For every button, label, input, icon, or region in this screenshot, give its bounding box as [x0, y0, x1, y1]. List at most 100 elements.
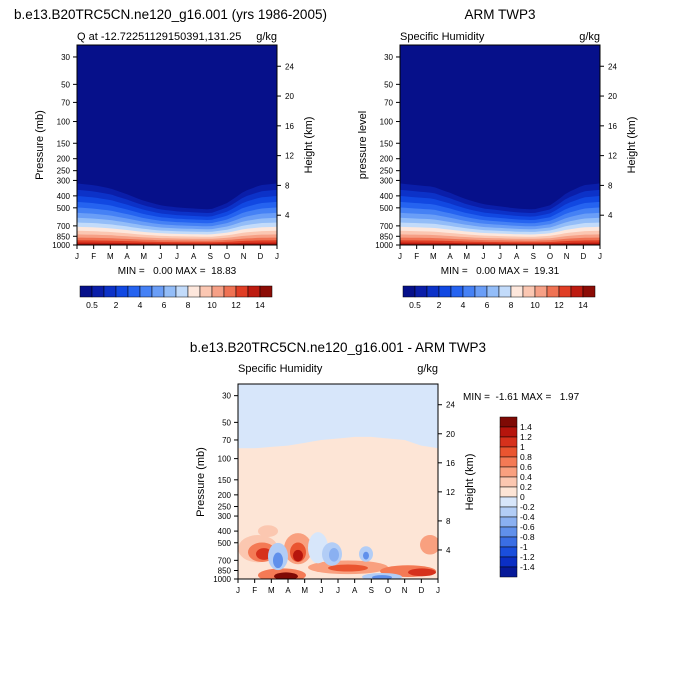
x-tick-label: J [158, 252, 162, 261]
y-tick-label: 850 [380, 232, 394, 241]
colorbar-label: 4 [461, 300, 466, 310]
y-tick-label: 50 [61, 80, 70, 89]
colorbar-swatch [211, 285, 225, 298]
panel-diff-plot [238, 384, 438, 579]
panel-model-subtitle-right: g/kg [256, 31, 277, 43]
y-right-tick-label: 20 [608, 92, 617, 101]
colorbar-swatch [151, 285, 165, 298]
panel-diff-subtitle-left: Specific Humidity [238, 363, 323, 375]
colorbar-label: 14 [578, 300, 588, 310]
colorbar-swatch [499, 526, 518, 538]
y-right-tick-label: 4 [446, 546, 451, 555]
diff-anomaly-negative [273, 552, 283, 569]
panel-model-colorbar: 0.5 2 4 6 8 10 12 14 [79, 285, 273, 310]
diff-anomaly-positive [293, 549, 303, 562]
y-tick-label: 30 [384, 53, 393, 62]
x-tick-label: A [352, 586, 358, 595]
diff-anomaly-positive [274, 572, 298, 579]
x-tick-label: J [275, 252, 279, 261]
y-right-tick-label: 20 [446, 430, 455, 439]
panel-obs-minmax: MIN = 0.00 MAX = 19.31 [441, 266, 560, 277]
colorbar-swatch [499, 566, 518, 578]
x-tick-label: D [418, 586, 424, 595]
y-tick-label: 30 [61, 53, 70, 62]
panel-obs-colorbar: 0.5 2 4 6 8 10 12 14 [402, 285, 596, 310]
x-tick-label: F [91, 252, 96, 261]
colorbar-label: 0.8 [520, 452, 532, 462]
x-tick-label: M [140, 252, 147, 261]
y-right-tick-label: 8 [285, 181, 290, 190]
y-right-tick-label: 24 [446, 401, 455, 410]
colorbar-swatch [499, 556, 518, 568]
colorbar-swatch [498, 285, 512, 298]
colorbar-swatch [426, 285, 440, 298]
y-right-tick-label: 12 [608, 152, 617, 161]
panel-model-subtitle-left: Q at -12.72251129150391,131.25 [77, 31, 241, 43]
y-tick-label: 700 [380, 222, 394, 231]
x-tick-label: O [224, 252, 230, 261]
y-right-tick-label: 16 [446, 459, 455, 468]
y-tick-label: 300 [380, 176, 394, 185]
x-tick-label: A [514, 252, 520, 261]
y-tick-label: 250 [57, 167, 71, 176]
colorbar-swatch [259, 285, 273, 298]
x-tick-label: D [257, 252, 263, 261]
colorbar-swatch [223, 285, 237, 298]
x-tick-label: J [436, 586, 440, 595]
panel-diff-minmax: MIN = -1.61 MAX = 1.97 [463, 392, 580, 403]
y-tick-label: 250 [380, 167, 394, 176]
colorbar-swatch [247, 285, 261, 298]
y-right-tick-label: 4 [608, 211, 613, 220]
colorbar-swatch [438, 285, 452, 298]
x-tick-label: S [208, 252, 213, 261]
x-tick-label: J [236, 586, 240, 595]
panel-model-ylabel: Pressure (mb) [34, 110, 46, 180]
colorbar-swatch [522, 285, 536, 298]
diff-anomaly-positive [408, 568, 436, 577]
colorbar-swatch [175, 285, 189, 298]
y-tick-label: 850 [57, 232, 71, 241]
panel-diff-colorbar: 1.41.210.80.60.40.20-0.2-0.4-0.6-0.8-1-1… [499, 416, 535, 578]
x-tick-label: F [414, 252, 419, 261]
colorbar-swatch [139, 285, 153, 298]
colorbar-label: 0.4 [520, 472, 532, 482]
y-tick-label: 50 [384, 80, 393, 89]
diff-anomaly-positive [336, 525, 360, 537]
diff-anomaly-negative [363, 551, 369, 560]
x-tick-label: M [301, 586, 308, 595]
diff-anomaly-positive [420, 535, 438, 555]
colorbar-swatch [510, 285, 524, 298]
y-tick-label: 70 [61, 98, 70, 107]
colorbar-label: 6 [485, 300, 490, 310]
x-tick-label: A [124, 252, 130, 261]
panel-model-plot [77, 45, 277, 245]
y-tick-label: 1000 [375, 241, 393, 250]
colorbar-swatch [462, 285, 476, 298]
colorbar-label: 4 [138, 300, 143, 310]
colorbar-swatch [235, 285, 249, 298]
colorbar-label: -0.4 [520, 512, 535, 522]
x-tick-label: M [107, 252, 114, 261]
x-tick-label: A [285, 586, 291, 595]
colorbar-label: 8 [509, 300, 514, 310]
y-right-tick-label: 24 [608, 62, 617, 71]
colorbar-label: -1 [520, 542, 528, 552]
panel-diff-ylabel-right: Height (km) [464, 454, 476, 511]
panel-obs-title: ARM TWP3 [464, 7, 535, 22]
colorbar-swatch [499, 486, 518, 498]
x-tick-label: J [598, 252, 602, 261]
x-tick-label: O [547, 252, 553, 261]
y-right-tick-label: 8 [446, 517, 451, 526]
colorbar-swatch [499, 426, 518, 438]
y-tick-label: 400 [380, 192, 394, 201]
colorbar-swatch [450, 285, 464, 298]
colorbar-swatch [546, 285, 560, 298]
colorbar-swatch [582, 285, 596, 298]
y-tick-label: 150 [380, 139, 394, 148]
colorbar-swatch [499, 456, 518, 468]
x-tick-label: S [531, 252, 536, 261]
colorbar-label: 0.5 [409, 300, 421, 310]
y-tick-label: 100 [218, 455, 232, 464]
